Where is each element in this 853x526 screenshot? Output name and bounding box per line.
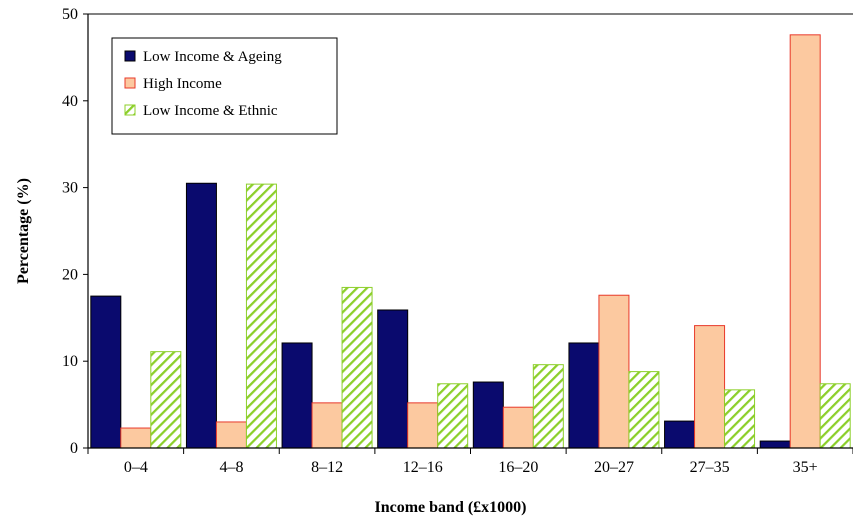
bar-1-7 — [664, 420, 696, 449]
x-axis-title: Income band (£x1000) — [374, 499, 526, 516]
legend: Low Income & Ageing High Income Low Income… — [111, 37, 338, 135]
bar-1-3 — [281, 342, 313, 449]
x-tick-label-3: 8–12 — [311, 459, 343, 476]
bar-3-3 — [341, 286, 373, 449]
bar-3-2 — [245, 183, 277, 449]
bar-3-5 — [532, 364, 564, 449]
y-tick-label-4: 40 — [62, 93, 78, 110]
bar-1-2 — [185, 182, 217, 449]
bar-1-6 — [568, 342, 600, 449]
bar-2-1 — [120, 427, 152, 449]
bar-1-4 — [377, 309, 409, 449]
legend-label-1: Low Income & Ageing — [143, 49, 282, 65]
bars-group — [90, 34, 851, 449]
bar-1-8 — [759, 440, 791, 449]
bar-2-5 — [502, 406, 534, 449]
legend-swatch-1 — [124, 50, 136, 62]
y-tick-label-5: 50 — [62, 6, 78, 23]
bar-2-6 — [598, 294, 630, 449]
legend-swatch-3 — [124, 104, 136, 116]
bar-1-5 — [472, 381, 504, 449]
bar-2-8 — [789, 34, 821, 449]
x-tick-label-5: 16–20 — [498, 459, 538, 476]
bar-3-1 — [150, 351, 182, 449]
bar-3-7 — [724, 389, 756, 449]
legend-label-3: Low Income & Ethnic — [143, 103, 278, 119]
bar-3-6 — [628, 371, 660, 449]
x-tick-label-7: 27–35 — [690, 459, 730, 476]
y-axis-title: Percentage (%) — [15, 178, 32, 284]
bar-2-4 — [407, 402, 439, 449]
bar-2-7 — [694, 325, 726, 449]
bar-1-1 — [90, 295, 122, 449]
bar-2-2 — [215, 421, 247, 449]
x-tick-label-6: 20–27 — [594, 459, 634, 476]
y-tick-label-3: 30 — [62, 180, 78, 197]
x-tick-label-4: 12–16 — [403, 459, 443, 476]
bar-3-8 — [819, 383, 851, 449]
y-tick-label-2: 20 — [62, 266, 78, 283]
axes-group: 0 10 20 30 40 50 0–4 4–8 8–12 12–16 16–20 20–27 27–3… — [62, 6, 853, 476]
x-tick-label-8: 35+ — [793, 459, 818, 476]
legend-box — [111, 37, 338, 135]
y-tick-label-1: 10 — [62, 353, 78, 370]
y-tick-label-0: 0 — [70, 440, 78, 457]
x-tick-label-1: 0–4 — [124, 459, 148, 476]
bar-2-3 — [311, 402, 343, 449]
x-tick-label-2: 4–8 — [219, 459, 243, 476]
legend-swatch-2 — [124, 77, 136, 89]
legend-label-2: High Income — [143, 76, 222, 92]
bar-3-4 — [437, 383, 469, 449]
